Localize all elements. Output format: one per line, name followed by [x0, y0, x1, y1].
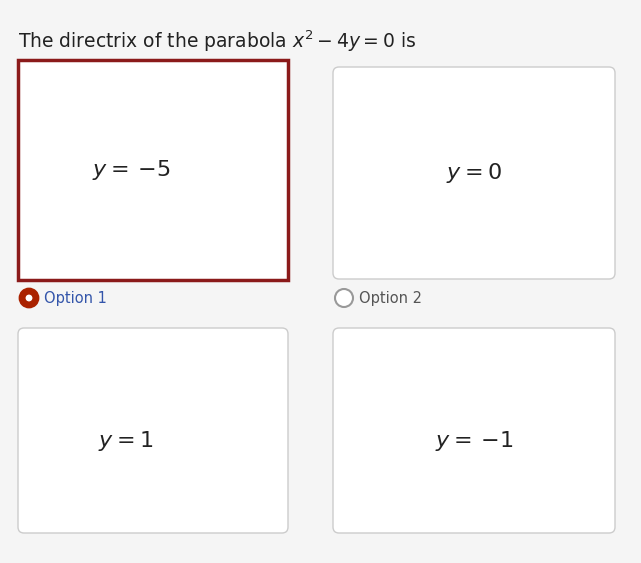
FancyBboxPatch shape [333, 67, 615, 279]
Text: Option 2: Option 2 [359, 291, 422, 306]
Text: $y = 1$: $y = 1$ [99, 429, 154, 453]
FancyBboxPatch shape [333, 328, 615, 533]
FancyBboxPatch shape [18, 328, 288, 533]
Circle shape [26, 294, 33, 301]
Text: $y = 0$: $y = 0$ [446, 161, 502, 185]
Circle shape [20, 289, 38, 307]
Text: $y =-\!1$: $y =-\!1$ [435, 429, 513, 453]
FancyBboxPatch shape [18, 60, 288, 280]
Text: The directrix of the parabola $x^2 - 4y = 0$ is: The directrix of the parabola $x^2 - 4y … [18, 28, 416, 53]
Text: Option 1: Option 1 [44, 291, 107, 306]
Circle shape [335, 289, 353, 307]
Text: $y =-\!5$: $y =-\!5$ [92, 158, 171, 182]
